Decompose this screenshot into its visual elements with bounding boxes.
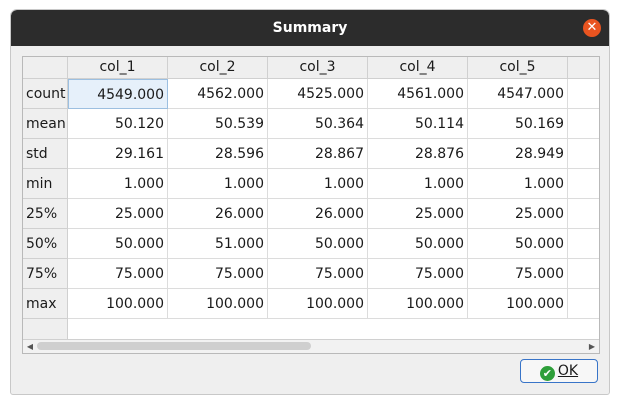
title-bar[interactable]: Summary ✕: [11, 10, 609, 46]
table-cell[interactable]: 25.000: [368, 199, 468, 229]
table-cell[interactable]: 50.364: [268, 109, 368, 139]
table-cell[interactable]: 4549.000: [68, 79, 168, 109]
table-cell[interactable]: 1.000: [368, 169, 468, 199]
table-cell-partial[interactable]: [568, 79, 599, 109]
ok-button[interactable]: ✔ OK: [520, 359, 598, 383]
table-cell[interactable]: 26.000: [268, 199, 368, 229]
horizontal-scrollbar[interactable]: ◀ ▶: [23, 339, 599, 353]
column-header-partial[interactable]: [568, 57, 599, 79]
table-cell[interactable]: 25.000: [68, 199, 168, 229]
table-cell[interactable]: 1.000: [68, 169, 168, 199]
table-cell[interactable]: 50.000: [368, 229, 468, 259]
check-circle-icon: ✔: [539, 366, 555, 381]
table-cell[interactable]: 100.000: [68, 289, 168, 319]
column-header[interactable]: col_2: [168, 57, 268, 79]
table-cell[interactable]: 100.000: [268, 289, 368, 319]
table-cell-partial[interactable]: [568, 199, 599, 229]
table-cell[interactable]: 75.000: [268, 259, 368, 289]
arrow-left-icon[interactable]: ◀: [26, 342, 34, 351]
row-header[interactable]: mean: [23, 109, 68, 139]
row-header[interactable]: 75%: [23, 259, 68, 289]
table-cell[interactable]: 25.000: [468, 199, 568, 229]
table-cell[interactable]: 4547.000: [468, 79, 568, 109]
table-cell[interactable]: 50.539: [168, 109, 268, 139]
row-header[interactable]: max: [23, 289, 68, 319]
table-corner: [23, 57, 68, 79]
table-cell-partial[interactable]: [568, 289, 599, 319]
row-header[interactable]: 50%: [23, 229, 68, 259]
table-cell[interactable]: 50.000: [468, 229, 568, 259]
row-header[interactable]: std: [23, 139, 68, 169]
table-cell[interactable]: 26.000: [168, 199, 268, 229]
table-cell[interactable]: 4525.000: [268, 79, 368, 109]
column-header[interactable]: col_3: [268, 57, 368, 79]
table-cell[interactable]: 50.000: [268, 229, 368, 259]
window-title: Summary: [272, 20, 348, 36]
table-cell[interactable]: 28.596: [168, 139, 268, 169]
table-cell[interactable]: 4562.000: [168, 79, 268, 109]
ok-label: OK: [557, 363, 579, 379]
column-header[interactable]: col_5: [468, 57, 568, 79]
table-cell[interactable]: 28.867: [268, 139, 368, 169]
table-cell[interactable]: 50.169: [468, 109, 568, 139]
close-icon: ✕: [586, 20, 598, 35]
table-cell[interactable]: 100.000: [468, 289, 568, 319]
table-cell-partial[interactable]: [568, 109, 599, 139]
table-cell[interactable]: 50.114: [368, 109, 468, 139]
table-cell[interactable]: 1.000: [268, 169, 368, 199]
table-cell[interactable]: 75.000: [168, 259, 268, 289]
table-cell[interactable]: 1.000: [168, 169, 268, 199]
table-cell[interactable]: 100.000: [168, 289, 268, 319]
table-cell-partial[interactable]: [568, 229, 599, 259]
table-cell[interactable]: 28.949: [468, 139, 568, 169]
table-cell-partial[interactable]: [568, 169, 599, 199]
table-cell[interactable]: 28.876: [368, 139, 468, 169]
table-cell[interactable]: 51.000: [168, 229, 268, 259]
close-button[interactable]: ✕: [583, 19, 601, 37]
row-header[interactable]: min: [23, 169, 68, 199]
row-header[interactable]: count: [23, 79, 68, 109]
table-cell[interactable]: 75.000: [468, 259, 568, 289]
table-cell[interactable]: 50.000: [68, 229, 168, 259]
table-cell[interactable]: 29.161: [68, 139, 168, 169]
scrollbar-thumb[interactable]: [37, 342, 311, 350]
table-cell-partial[interactable]: [568, 259, 599, 289]
table-cell[interactable]: 100.000: [368, 289, 468, 319]
table-cell[interactable]: 75.000: [68, 259, 168, 289]
table-cell-partial[interactable]: [568, 139, 599, 169]
table-cell[interactable]: 50.120: [68, 109, 168, 139]
column-header[interactable]: col_1: [68, 57, 168, 79]
row-header[interactable]: 25%: [23, 199, 68, 229]
arrow-right-icon[interactable]: ▶: [588, 342, 596, 351]
column-header[interactable]: col_4: [368, 57, 468, 79]
table-cell[interactable]: 1.000: [468, 169, 568, 199]
row-header-filler: [23, 319, 68, 339]
table-cell[interactable]: 75.000: [368, 259, 468, 289]
table-cell[interactable]: 4561.000: [368, 79, 468, 109]
